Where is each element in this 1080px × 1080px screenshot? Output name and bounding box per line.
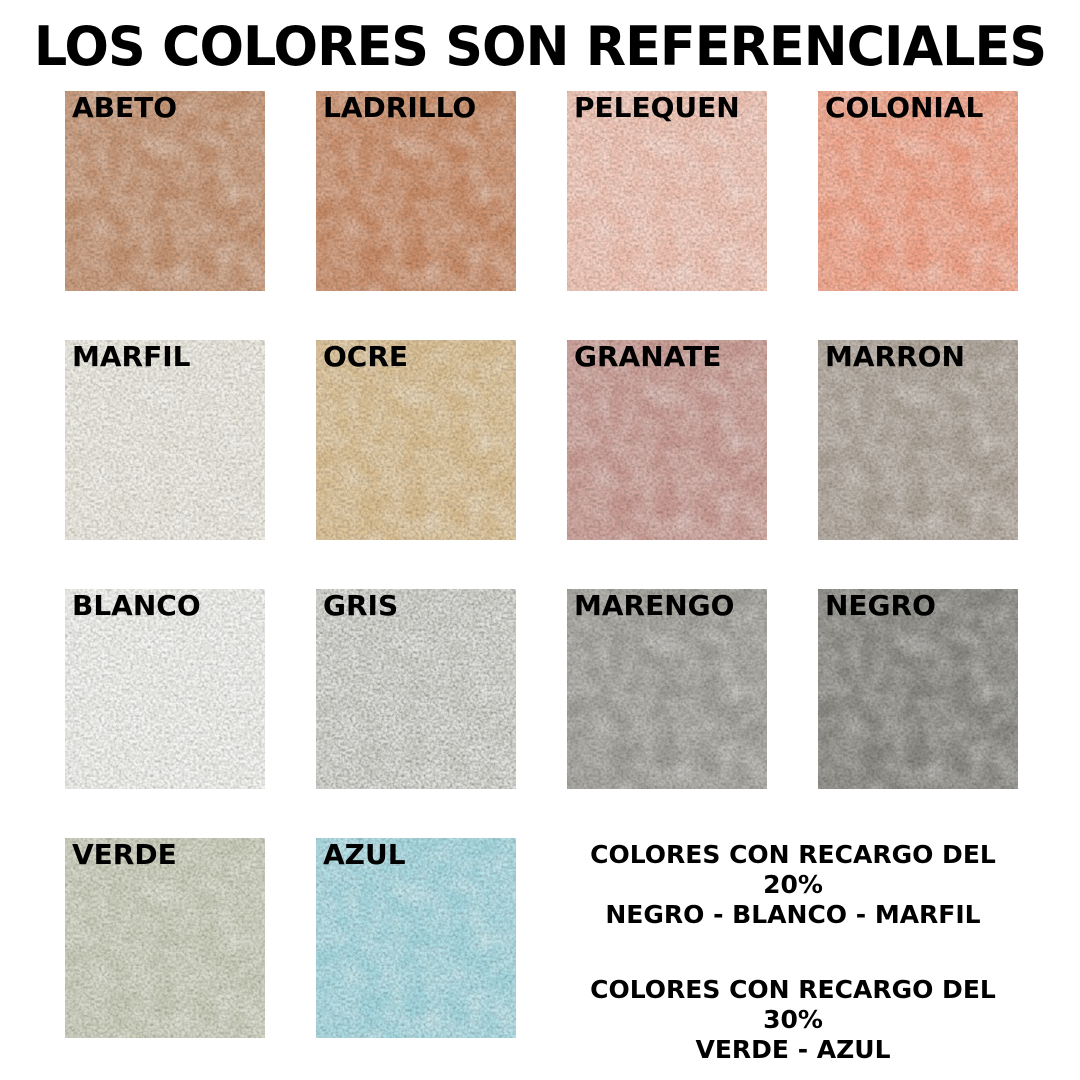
swatch-abeto: ABETO bbox=[65, 91, 265, 291]
swatch-blanco: BLANCO bbox=[65, 589, 265, 789]
swatch-colonial: COLONIAL bbox=[818, 91, 1018, 291]
surcharge-note-30: COLORES CON RECARGO DEL 30% VERDE - AZUL bbox=[567, 975, 1019, 1065]
swatch-label: MARENGO bbox=[574, 589, 735, 622]
swatch-label: ABETO bbox=[72, 91, 178, 124]
swatch-label: GRANATE bbox=[574, 340, 722, 373]
swatch-label: MARFIL bbox=[72, 340, 191, 373]
swatch-marron: MARRON bbox=[818, 340, 1018, 540]
swatch-label: PELEQUEN bbox=[574, 91, 740, 124]
swatch-negro: NEGRO bbox=[818, 589, 1018, 789]
page-title: LOS COLORES SON REFERENCIALES bbox=[33, 15, 1047, 78]
swatch-marengo: MARENGO bbox=[567, 589, 767, 789]
swatch-label: MARRON bbox=[825, 340, 965, 373]
swatch-label: VERDE bbox=[72, 838, 177, 871]
swatch-label: LADRILLO bbox=[323, 91, 477, 124]
swatch-label: GRIS bbox=[323, 589, 399, 622]
swatch-label: NEGRO bbox=[825, 589, 936, 622]
note-line: NEGRO - BLANCO - MARFIL bbox=[605, 900, 981, 929]
swatch-azul: AZUL bbox=[316, 838, 516, 1038]
swatch-ladrillo: LADRILLO bbox=[316, 91, 516, 291]
note-line: COLORES CON RECARGO DEL 20% bbox=[590, 840, 996, 899]
surcharge-note-20: COLORES CON RECARGO DEL 20% NEGRO - BLAN… bbox=[567, 840, 1019, 930]
swatch-granate: GRANATE bbox=[567, 340, 767, 540]
surcharge-notes: COLORES CON RECARGO DEL 20% NEGRO - BLAN… bbox=[567, 840, 1019, 1065]
note-line: COLORES CON RECARGO DEL 30% bbox=[590, 975, 996, 1034]
swatch-gris: GRIS bbox=[316, 589, 516, 789]
swatch-label: COLONIAL bbox=[825, 91, 984, 124]
note-line: VERDE - AZUL bbox=[695, 1035, 891, 1064]
swatch-verde: VERDE bbox=[65, 838, 265, 1038]
swatch-label: OCRE bbox=[323, 340, 409, 373]
swatch-pelequen: PELEQUEN bbox=[567, 91, 767, 291]
swatch-label: AZUL bbox=[323, 838, 406, 871]
swatch-label: BLANCO bbox=[72, 589, 201, 622]
swatch-marfil: MARFIL bbox=[65, 340, 265, 540]
swatch-ocre: OCRE bbox=[316, 340, 516, 540]
